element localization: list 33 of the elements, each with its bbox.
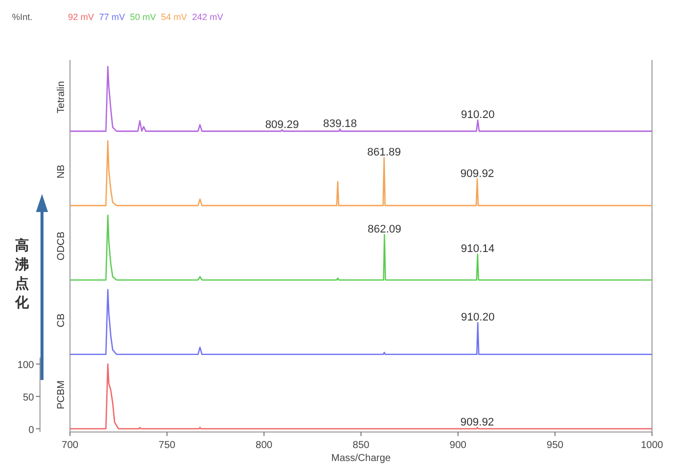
x-tick-label: 800 — [256, 440, 273, 451]
y-axis-title: ODCB — [56, 231, 67, 260]
x-tick-label: 950 — [546, 440, 564, 451]
y-axis-title: PCBM — [56, 380, 67, 410]
y-tick-label: 0 — [28, 424, 34, 436]
text: 242 mV — [192, 12, 224, 22]
annotation: 861.89 — [367, 146, 401, 159]
line-series — [69, 363, 653, 430]
text: %Int. — [12, 12, 33, 22]
x-tick-label: 1000 — [640, 440, 664, 451]
x-tick-label: 750 — [158, 440, 176, 451]
annotation: 862.09 — [368, 224, 402, 236]
annotation: 909.92 — [460, 168, 494, 180]
text: 50 mV — [130, 12, 156, 22]
annotation: 910.20 — [460, 109, 495, 122]
text: 77 mV — [99, 12, 126, 22]
annotation: 839.18 — [323, 118, 357, 130]
y-axis-title: NB — [56, 164, 67, 179]
annotation: 910.20 — [460, 312, 495, 324]
text: 92 mV — [68, 12, 94, 22]
x-tick-label: 900 — [450, 440, 467, 451]
y-axis-title: Tetralin — [56, 81, 67, 114]
y-tick-label: 50 — [22, 392, 34, 404]
text: 54 mV — [161, 12, 188, 22]
annotation: 909.92 — [460, 416, 494, 428]
x-axis-title: Mass/Charge — [331, 453, 392, 464]
text: 高沸点化 — [14, 237, 30, 310]
y-axis-title: CB — [56, 313, 67, 328]
x-tick-label: 700 — [62, 440, 79, 451]
y-tick-label: 100 — [17, 360, 34, 372]
annotation: 910.14 — [460, 243, 494, 256]
annotation: 809.29 — [265, 118, 299, 131]
x-tick-label: 850 — [352, 440, 370, 451]
